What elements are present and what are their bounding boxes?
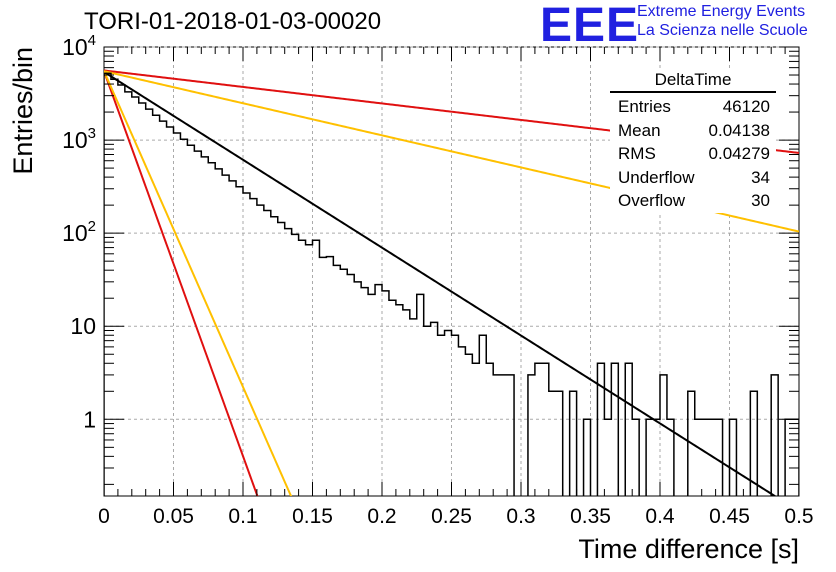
histogram-layer — [104, 72, 799, 496]
x-axis-label: Time difference [s] — [578, 534, 799, 564]
y-tick-label: 103 — [62, 125, 96, 153]
stats-row-overflow: Overflow 30 — [610, 189, 776, 213]
stats-label: RMS — [618, 144, 656, 163]
x-tick-label: 0.1 — [228, 505, 257, 528]
eee-logo: EEE — [540, 0, 640, 52]
stats-row-rms: RMS 0.04279 — [610, 142, 776, 166]
y-axis-label: Entries/bin — [8, 47, 38, 175]
brand-name: Extreme Energy Events — [637, 3, 806, 20]
y-tick-label: 10 — [70, 313, 96, 339]
stats-title: DeltaTime — [610, 70, 776, 93]
x-tick-label: 0.15 — [292, 505, 333, 528]
stats-value: 0.04138 — [708, 120, 770, 140]
stats-label: Entries — [618, 97, 671, 116]
stats-row-entries: Entries 46120 — [610, 95, 776, 119]
ticks-layer: 0 0.05 0.1 0.15 0.2 0.25 0.3 0.35 0.4 0.45 0.5 1 10 1… — [62, 32, 814, 528]
stats-row-mean: Mean 0.04138 — [610, 119, 776, 143]
x-tick-label: 0.5 — [784, 505, 813, 528]
x-tick-label: 0.4 — [645, 505, 675, 528]
stats-row-underflow: Underflow 34 — [610, 166, 776, 190]
stats-label: Underflow — [618, 167, 695, 187]
x-tick-label: 0 — [98, 505, 110, 528]
x-tick-label: 0.2 — [367, 505, 396, 528]
stats-value: 34 — [751, 167, 770, 187]
fit-curve-5 — [104, 70, 293, 496]
x-tick-label: 0.05 — [153, 505, 194, 528]
histogram-steps — [104, 72, 799, 496]
brand-subtitle: La Scienza nelle Scuole — [637, 22, 808, 39]
stats-box: DeltaTime Entries 46120 Mean 0.04138 RMS… — [610, 70, 776, 213]
fit-curve-4 — [104, 70, 259, 496]
stats-value: 0.04279 — [708, 144, 770, 163]
y-tick-label: 102 — [62, 218, 96, 246]
x-tick-label: 0.3 — [506, 505, 535, 528]
run-title: TORI-01-2018-01-03-00020 — [84, 8, 382, 35]
stats-value: 46120 — [722, 97, 770, 116]
fit-curve-1 — [104, 71, 777, 496]
y-tick-label: 104 — [62, 32, 96, 60]
stats-label: Mean — [618, 120, 661, 140]
x-tick-label: 0.25 — [431, 505, 472, 528]
stats-label: Overflow — [618, 191, 686, 210]
stats-value: 30 — [751, 191, 770, 210]
y-tick-label: 1 — [83, 406, 96, 432]
x-tick-label: 0.45 — [709, 505, 750, 528]
x-tick-label: 0.35 — [570, 505, 611, 528]
